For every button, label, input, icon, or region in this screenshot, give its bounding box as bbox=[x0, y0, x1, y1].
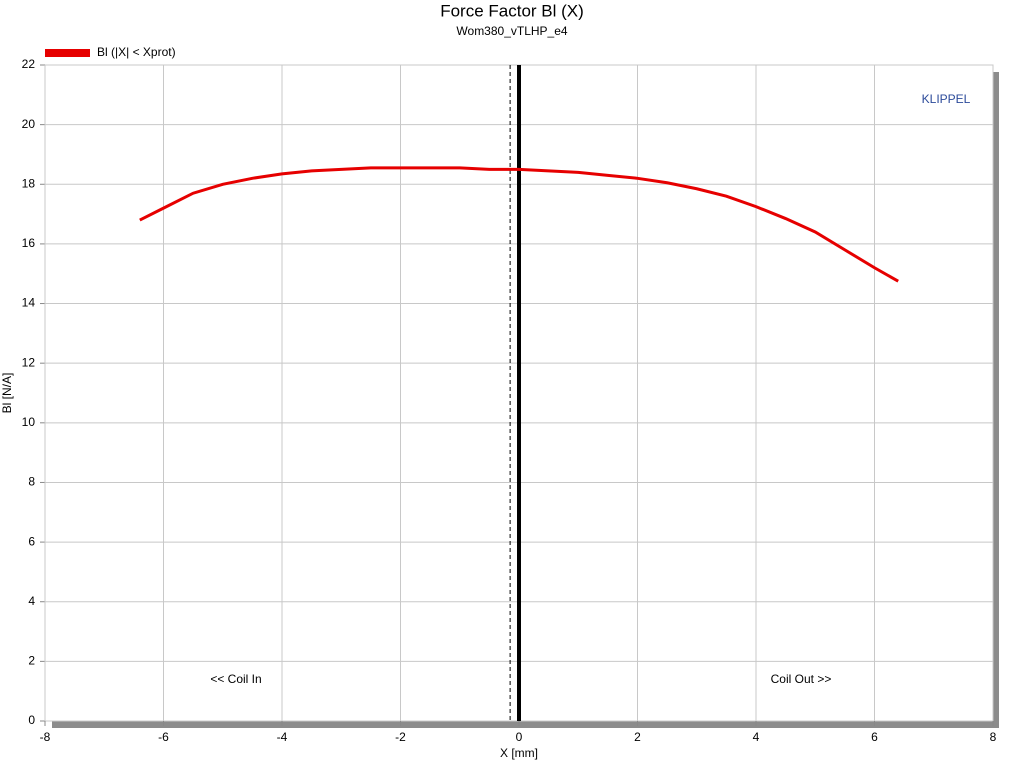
x-tick-label: 4 bbox=[753, 730, 760, 744]
x-axis-label: X [mm] bbox=[500, 746, 538, 760]
annotation: Coil Out >> bbox=[771, 672, 832, 686]
y-tick-label: 14 bbox=[22, 296, 36, 310]
x-tick-label: -8 bbox=[40, 730, 51, 744]
y-tick-label: 0 bbox=[28, 713, 35, 727]
x-tick-label: 8 bbox=[990, 730, 997, 744]
chart-title: Force Factor Bl (X) bbox=[440, 1, 584, 20]
data-line bbox=[139, 166, 899, 283]
annotation: << Coil In bbox=[210, 672, 261, 686]
y-tick-label: 10 bbox=[22, 415, 36, 429]
x-tick-label: 2 bbox=[634, 730, 641, 744]
y-tick-label: 8 bbox=[28, 475, 35, 489]
y-tick-label: 6 bbox=[28, 534, 35, 548]
plot-shadow bbox=[993, 72, 999, 728]
y-tick-label: 16 bbox=[22, 236, 36, 250]
legend-swatch bbox=[45, 49, 90, 57]
chart-subtitle: Wom380_vTLHP_e4 bbox=[456, 24, 567, 38]
annotation: KLIPPEL bbox=[922, 92, 971, 106]
y-tick-label: 4 bbox=[28, 594, 35, 608]
y-tick-label: 18 bbox=[22, 176, 36, 190]
plot-shadow bbox=[52, 721, 999, 728]
y-tick-label: 2 bbox=[28, 654, 35, 668]
legend-label: Bl (|X| < Xprot) bbox=[97, 45, 176, 59]
x-tick-label: -6 bbox=[158, 730, 169, 744]
y-axis-label: Bl [N/A] bbox=[0, 373, 14, 414]
x-tick-label: 6 bbox=[871, 730, 878, 744]
y-tick-label: 20 bbox=[22, 117, 36, 131]
y-tick-label: 12 bbox=[22, 355, 36, 369]
x-tick-label: 0 bbox=[516, 730, 523, 744]
x-tick-label: -4 bbox=[277, 730, 288, 744]
y-tick-label: 22 bbox=[22, 57, 36, 71]
x-tick-label: -2 bbox=[395, 730, 406, 744]
